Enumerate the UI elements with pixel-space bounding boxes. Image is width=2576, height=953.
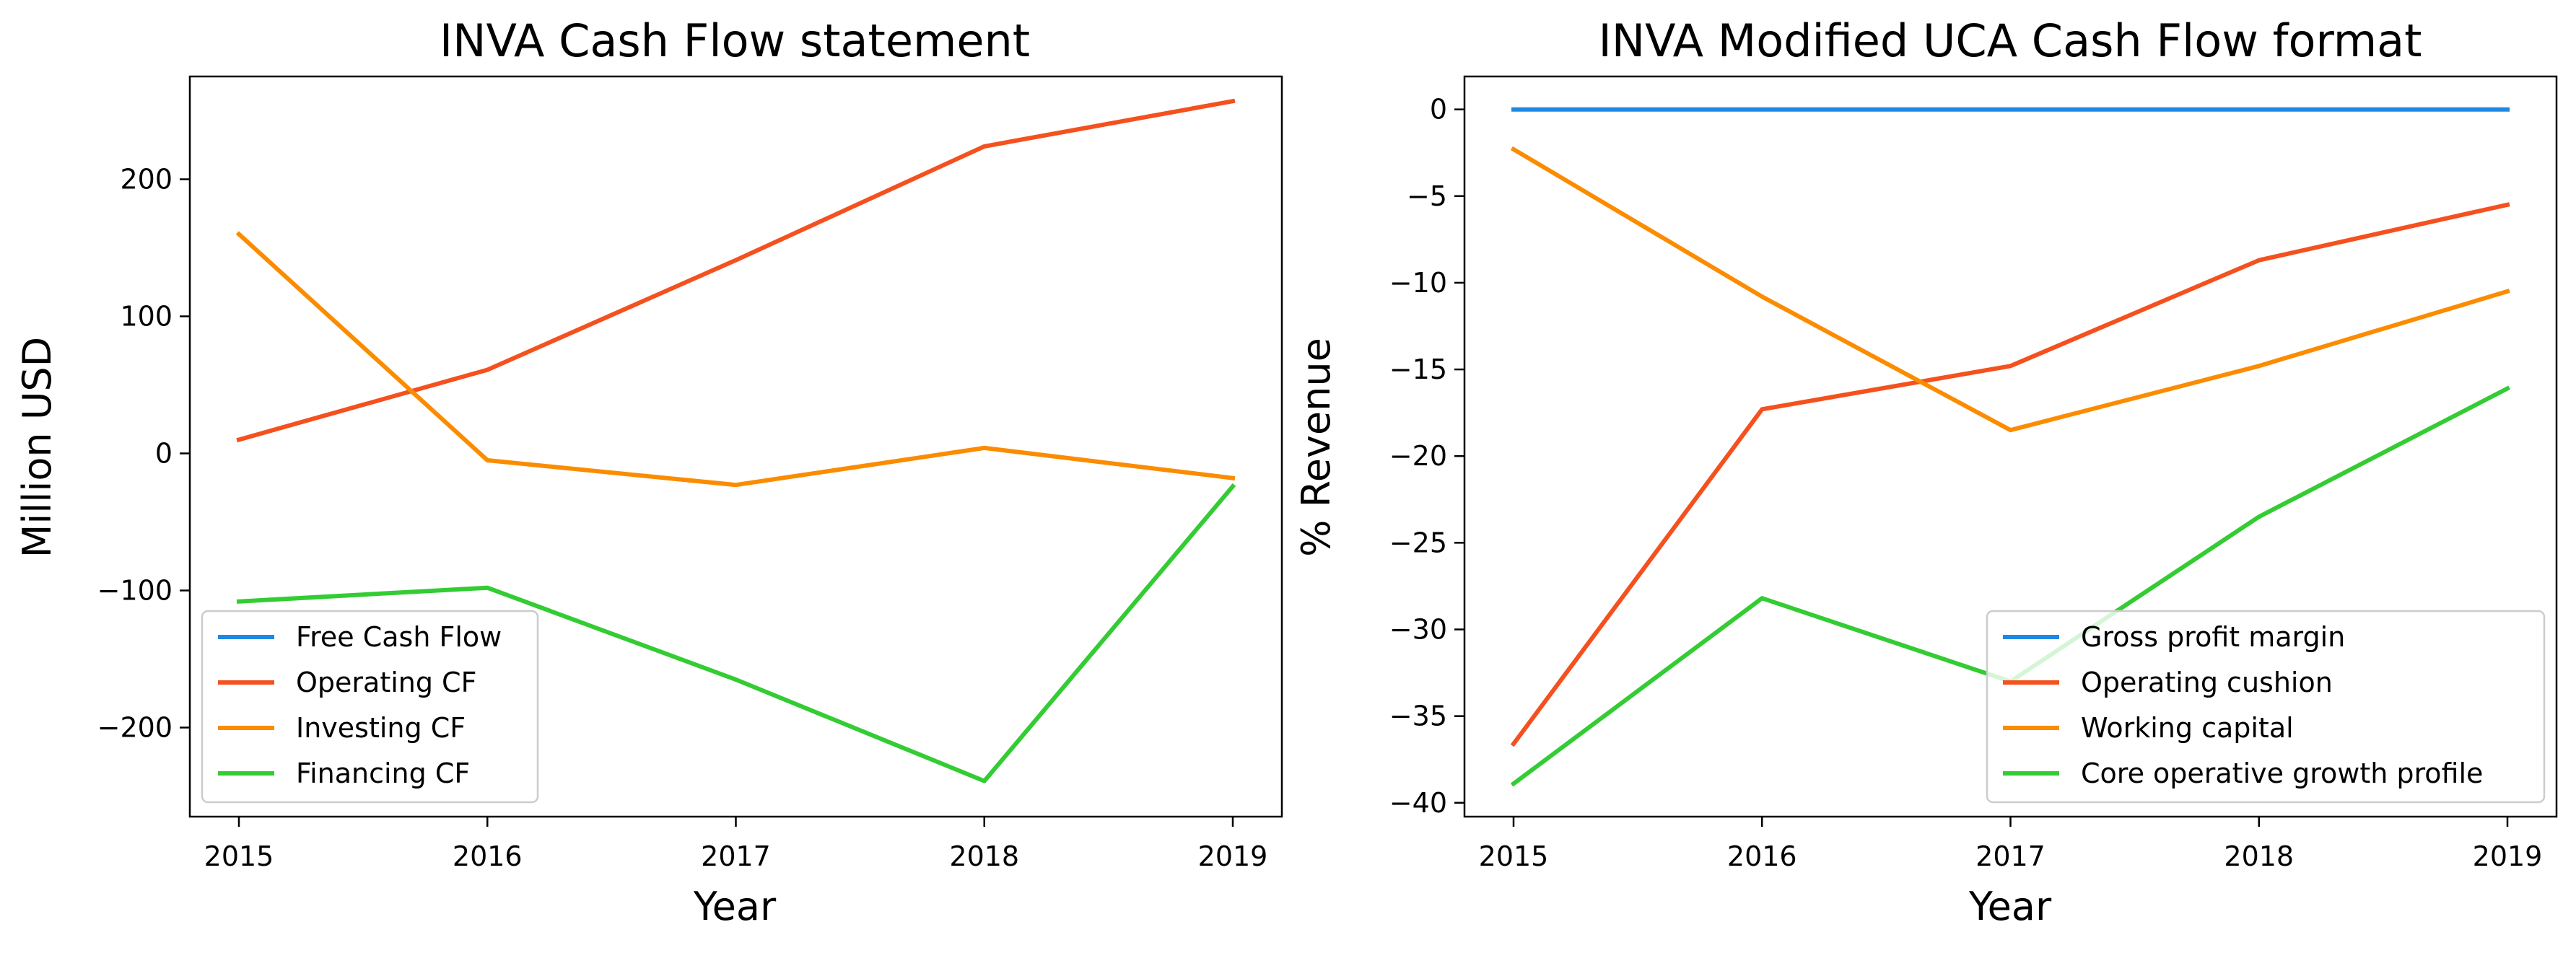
right-y-axis-label: % Revenue xyxy=(1293,338,1339,557)
right-legend-frame xyxy=(1986,610,2546,804)
left-series-line-3 xyxy=(236,483,1236,783)
right-x-tick-label: 2019 xyxy=(2473,840,2543,872)
right-y-tick-label: −35 xyxy=(1389,701,1447,732)
right-x-tick-label: 2016 xyxy=(1727,840,1797,872)
right-y-tick-label: −25 xyxy=(1389,527,1447,558)
left-chart-title: INVA Cash Flow statement xyxy=(440,14,1030,67)
left-axes-frame xyxy=(188,75,1283,818)
left-y-tick-label: 200 xyxy=(120,164,173,196)
left-legend-label: Free Cash Flow xyxy=(296,621,502,653)
left-legend: Free Cash Flow Operating CF Investing CF Fi… xyxy=(201,610,539,804)
right-y-tick-label: −10 xyxy=(1389,267,1447,299)
right-y-tick-label: 0 xyxy=(1430,94,1447,126)
left-y-axis-label: Million USD xyxy=(14,337,60,558)
right-x-tick-label: 2015 xyxy=(1479,840,1549,872)
right-x-axis-label: Year xyxy=(1968,884,2052,929)
left-series-line-2 xyxy=(235,231,1236,488)
right-y-tick-label: −20 xyxy=(1389,440,1447,472)
right-chart: INVA Modified UCA Cash Flow format 2015 2… xyxy=(1293,14,2558,929)
right-y-tick-label: −30 xyxy=(1389,613,1447,645)
left-legend-label: Investing CF xyxy=(296,712,466,744)
right-plot-area: 2015 2016 2017 2018 2019 0 −5 −10 −15 −20 −25 −30 −3… xyxy=(1389,75,2558,872)
left-x-tick-label: 2015 xyxy=(204,840,274,872)
right-legend-label: Gross profit margin xyxy=(2081,621,2345,653)
left-legend-label: Financing CF xyxy=(296,757,470,789)
left-x-tick-label: 2016 xyxy=(453,840,523,872)
right-legend: Gross profit margin Operating cushion Work… xyxy=(1986,610,2546,804)
left-y-tick-label: 0 xyxy=(155,438,173,470)
left-x-tick-label: 2017 xyxy=(701,840,771,872)
right-legend-label: Core operative growth profile xyxy=(2081,757,2483,789)
right-x-tick-label: 2018 xyxy=(2224,840,2294,872)
right-legend-label: Operating cushion xyxy=(2081,667,2333,698)
left-legend-label: Operating CF xyxy=(296,667,476,698)
right-y-tick-label: −40 xyxy=(1389,787,1447,819)
left-y-tick-label: 100 xyxy=(120,301,173,333)
left-y-tick-label: −100 xyxy=(97,575,173,607)
right-series-line-1 xyxy=(1510,202,2510,747)
left-y-tick-label: −200 xyxy=(97,712,173,744)
left-chart: INVA Cash Flow statement 2015 2016 2017 201… xyxy=(14,14,1283,929)
right-y-tick-label: −15 xyxy=(1389,353,1447,385)
left-x-tick-label: 2019 xyxy=(1198,840,1268,872)
left-x-tick-label: 2018 xyxy=(949,840,1019,872)
right-series-line-2 xyxy=(1510,146,2510,433)
right-chart-title: INVA Modified UCA Cash Flow format xyxy=(1599,14,2422,67)
left-series-line-1 xyxy=(236,98,1236,443)
left-plot-area: 2015 2016 2017 2018 2019 −200 −100 0 100 200 Free … xyxy=(97,75,1283,872)
left-x-axis-label: Year xyxy=(693,884,777,929)
right-legend-label: Working capital xyxy=(2081,712,2294,744)
right-x-tick-label: 2017 xyxy=(1975,840,2045,872)
right-axes-frame xyxy=(1463,75,2558,818)
left-legend-frame xyxy=(201,610,539,804)
right-y-tick-label: −5 xyxy=(1407,180,1447,212)
